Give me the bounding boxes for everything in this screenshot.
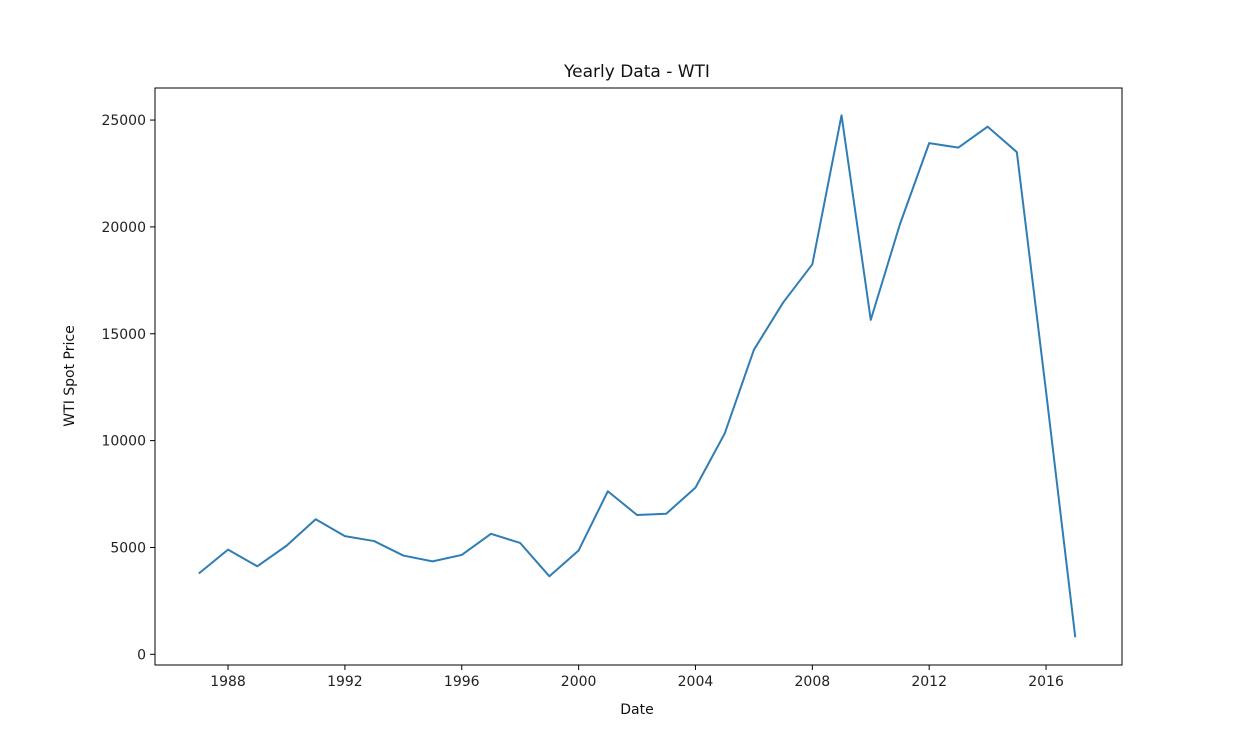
chart-title: Yearly Data - WTI — [563, 62, 710, 82]
series-line-wti — [198, 114, 1077, 638]
y-tick-label: 5000 — [110, 540, 146, 556]
x-tick-label: 2012 — [911, 674, 947, 690]
plot-area — [155, 88, 1122, 665]
y-tick-label: 10000 — [101, 434, 146, 450]
x-tick-label: 1996 — [444, 674, 480, 690]
x-tick-label: 2016 — [1028, 674, 1064, 690]
x-tick-label: 1988 — [210, 674, 246, 690]
y-tick-label: 20000 — [101, 220, 146, 236]
plot-frame — [154, 87, 1123, 666]
y-axis-title: WTI Spot Price — [62, 325, 78, 426]
x-tick-label: 2000 — [561, 674, 597, 690]
x-tick-label: 1992 — [327, 674, 363, 690]
y-tick-label: 25000 — [101, 113, 146, 129]
y-axis: 0 5000 10000 15000 20000 25000 — [101, 113, 155, 663]
x-axis-title: Date — [620, 702, 653, 718]
x-tick-label: 2004 — [678, 674, 714, 690]
y-tick-label: 15000 — [101, 327, 146, 343]
y-tick-label: 0 — [137, 647, 146, 663]
x-tick-label: 2008 — [795, 674, 831, 690]
x-axis: 1988 1992 1996 2000 2004 2008 2012 2016 — [210, 665, 1064, 690]
